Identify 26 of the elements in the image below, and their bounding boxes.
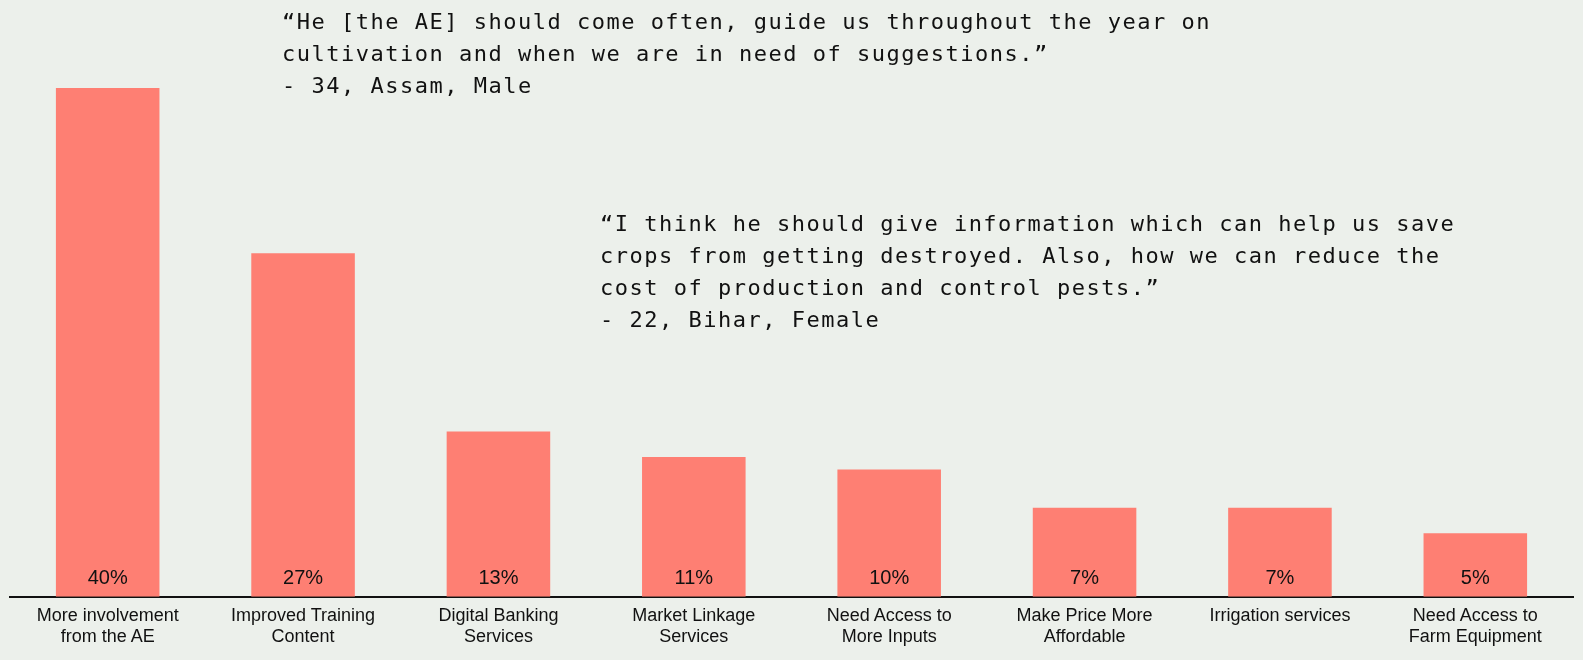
data-label: 5% [1460, 566, 1490, 589]
x-tick-label: Improved Training Content [231, 604, 376, 647]
data-label: 10% [869, 566, 910, 589]
x-tick-label: Need Access to More Inputs [826, 604, 952, 647]
x-tick-label: Digital Banking Services [438, 604, 559, 647]
annotation: “He [the AE] should come often, guide us throughout the year on cultivation and when we are in need of suggestions.” - 34, Assam, Male [282, 8, 1211, 100]
data-label: 11% [674, 566, 714, 589]
x-tick-label: More involvement from the AE [36, 604, 179, 647]
bar [1228, 507, 1332, 597]
data-label: 27% [283, 566, 324, 589]
x-tick-label: Irrigation services [1209, 604, 1351, 625]
bar [55, 88, 160, 597]
data-label: 13% [478, 566, 519, 589]
x-tick-label: Make Price More Affordable [1016, 604, 1153, 647]
bar [446, 431, 551, 597]
data-label: 7% [1265, 566, 1295, 589]
data-label: 7% [1070, 566, 1100, 589]
bar [251, 253, 355, 597]
x-tick-label: Market Linkage Services [632, 604, 756, 647]
bar [1032, 507, 1137, 597]
bar [1423, 533, 1528, 597]
bar [837, 469, 941, 597]
bar [642, 456, 746, 597]
data-label: 40% [87, 566, 128, 589]
annotation: “I think he should give information which can help us save crops from getting destroyed. Also, how we can reduce the cost of production and control pests.” - 22, Bihar, Female [600, 210, 1456, 334]
x-tick-label: Need Access to Farm Equipment [1408, 604, 1542, 647]
